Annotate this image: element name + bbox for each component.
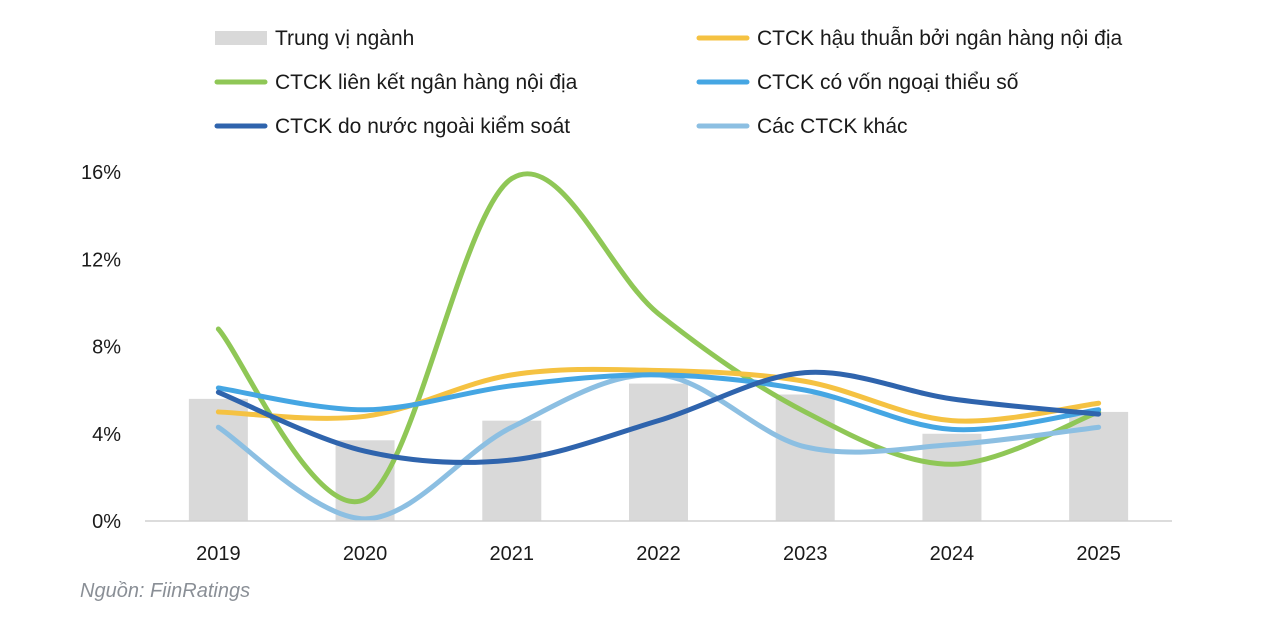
x-tick-label: 2025 bbox=[1076, 543, 1121, 565]
legend-label: CTCK hậu thuẫn bởi ngân hàng nội địa bbox=[757, 27, 1123, 50]
legend-swatch bbox=[215, 31, 267, 45]
series-line-1 bbox=[215, 366, 1102, 424]
source-note: Nguồn: FiinRatings bbox=[80, 580, 250, 602]
y-tick-label: 16% bbox=[81, 162, 121, 184]
lines-group bbox=[215, 171, 1102, 522]
bar-2021 bbox=[482, 420, 542, 521]
bar-2022 bbox=[629, 383, 688, 521]
y-tick-label: 0% bbox=[92, 511, 121, 533]
y-tick-label: 8% bbox=[92, 337, 121, 359]
y-tick-labels: 0% 4% 8% 12% 16% bbox=[81, 162, 121, 533]
legend-label: CTCK có vốn ngoại thiểu số bbox=[757, 71, 1019, 94]
series-line-3 bbox=[215, 372, 1102, 433]
y-tick-label: 4% bbox=[92, 424, 121, 446]
bar-2023 bbox=[775, 394, 835, 521]
series-line-4 bbox=[215, 369, 1102, 465]
x-tick-label: 2024 bbox=[930, 543, 975, 565]
legend: Trung vị ngành CTCK hậu thuẫn bởi ngân hà… bbox=[214, 27, 1123, 138]
legend-label: Các CTCK khác bbox=[757, 115, 908, 138]
y-tick-label: 12% bbox=[81, 249, 121, 271]
x-tick-label: 2023 bbox=[783, 543, 828, 565]
series-line-2 bbox=[215, 171, 1102, 505]
x-tick-label: 2021 bbox=[490, 543, 535, 565]
legend-label: CTCK liên kết ngân hàng nội địa bbox=[275, 71, 578, 94]
x-tick-label: 2022 bbox=[636, 543, 681, 565]
x-tick-label: 2020 bbox=[343, 543, 388, 565]
x-tick-labels: 2019 2020 2021 2022 2023 2024 2025 bbox=[196, 543, 1121, 565]
bar-2019 bbox=[188, 398, 248, 521]
legend-label: CTCK do nước ngoài kiểm soát bbox=[275, 115, 570, 138]
legend-label: Trung vị ngành bbox=[275, 27, 414, 50]
x-tick-label: 2019 bbox=[196, 543, 241, 565]
